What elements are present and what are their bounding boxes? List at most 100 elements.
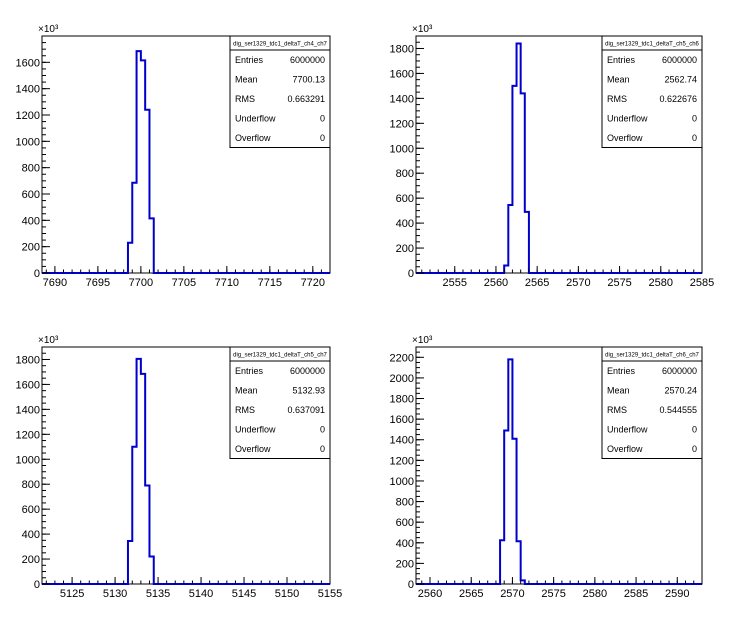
stats-box: dig_ser1329_tdc1_deltaT_ch4_ch7 Entries 60… xyxy=(229,35,331,148)
stats-label: Mean xyxy=(235,75,258,85)
stats-value: 0.637091 xyxy=(287,405,325,415)
y-tick-label: 200 xyxy=(22,242,40,254)
y-tick-label: 1200 xyxy=(390,118,414,130)
y-tick-label: 1600 xyxy=(390,68,414,80)
x-tick-label: 2565 xyxy=(525,277,549,289)
stats-label: Overflow xyxy=(235,133,271,143)
y-exponent-label: ×10³ xyxy=(412,335,433,346)
stats-label: RMS xyxy=(235,94,255,104)
stats-value: 7700.13 xyxy=(292,75,325,85)
stats-value: 0.663291 xyxy=(287,94,325,104)
stats-label: Underflow xyxy=(235,114,276,124)
x-tick-label: 2565 xyxy=(459,588,483,600)
stats-label: Overflow xyxy=(235,444,271,454)
x-tick-label: 2590 xyxy=(665,588,689,600)
stats-value: 0 xyxy=(320,114,325,124)
stats-label: Mean xyxy=(607,75,630,85)
y-tick-label: 1200 xyxy=(16,429,40,441)
y-tick-label: 1200 xyxy=(16,110,40,122)
y-tick-label: 800 xyxy=(396,168,414,180)
stats-label: Entries xyxy=(235,55,264,65)
x-tick-label: 7710 xyxy=(215,277,239,289)
histogram-panel-1: 7690 7695 7700 7705 7710 7715 7720 0 200 400 600 80… xyxy=(16,24,331,289)
stats-box-frame xyxy=(601,35,703,148)
histogram-panel-2: 2555 2560 2565 2570 2575 2580 2585 0 200 400 600 80… xyxy=(390,24,715,289)
x-tick-label: 2585 xyxy=(690,277,714,289)
y-tick-label: 200 xyxy=(396,558,414,570)
y-tick-label: 1800 xyxy=(16,354,40,366)
y-exponent-label: ×10³ xyxy=(38,335,59,346)
y-tick-label: 600 xyxy=(22,189,40,201)
y-tick-label: 1600 xyxy=(16,379,40,391)
y-tick-label: 400 xyxy=(22,215,40,227)
y-tick-label: 1800 xyxy=(390,394,414,406)
x-tick-label: 2570 xyxy=(566,277,590,289)
y-exponent-label: ×10³ xyxy=(38,24,59,35)
y-tick-label: 1000 xyxy=(16,136,40,148)
x-tick-label: 2575 xyxy=(541,588,565,600)
y-tick-label: 400 xyxy=(396,538,414,550)
x-tick-label: 5130 xyxy=(103,588,127,600)
y-tick-label: 1800 xyxy=(390,43,414,55)
stats-box: dig_ser1329_tdc1_deltaT_ch6_ch7 Entries 60… xyxy=(601,346,703,459)
stats-value: 2570.24 xyxy=(664,386,697,396)
stats-box-frame xyxy=(229,346,331,459)
y-tick-label: 1600 xyxy=(16,57,40,69)
x-tick-label: 2580 xyxy=(649,277,673,289)
y-tick-label: 2000 xyxy=(390,373,414,385)
stats-label: RMS xyxy=(607,94,627,104)
y-tick-label: 0 xyxy=(408,268,414,280)
y-tick-label: 200 xyxy=(22,554,40,566)
y-exponent-label: ×10³ xyxy=(412,24,433,35)
y-tick-label: 600 xyxy=(22,504,40,516)
histogram-title: dig_ser1329_tdc1_deltaT_ch6_ch7 xyxy=(605,353,699,359)
x-tick-label: 7705 xyxy=(172,277,196,289)
stats-label: Mean xyxy=(235,386,258,396)
y-tick-label: 600 xyxy=(396,193,414,205)
x-tick-label: 7695 xyxy=(86,277,110,289)
x-tick-label: 2555 xyxy=(442,277,466,289)
y-tick-label: 1000 xyxy=(16,454,40,466)
stats-value: 0.622676 xyxy=(659,94,697,104)
x-tick-label: 7700 xyxy=(129,277,153,289)
histogram-panel-4: 2560 2565 2570 2575 2580 2585 2590 0 200 400 600 80… xyxy=(390,335,703,600)
stats-label: Mean xyxy=(607,386,630,396)
y-tick-label: 400 xyxy=(22,529,40,541)
stats-value: 0 xyxy=(320,133,325,143)
x-tick-label: 7690 xyxy=(43,277,67,289)
stats-label: Overflow xyxy=(607,133,643,143)
stats-value: 2562.74 xyxy=(664,75,697,85)
y-tick-label: 2200 xyxy=(390,352,414,364)
y-tick-label: 1400 xyxy=(16,404,40,416)
x-tick-label: 5125 xyxy=(60,588,84,600)
y-tick-label: 1400 xyxy=(390,93,414,105)
stats-value: 6000000 xyxy=(290,366,325,376)
histogram-title: dig_ser1329_tdc1_deltaT_ch5_ch6 xyxy=(605,42,699,48)
x-tick-label: 2560 xyxy=(418,588,442,600)
stats-value: 6000000 xyxy=(662,366,697,376)
stats-value: 0 xyxy=(692,133,697,143)
y-tick-label: 1200 xyxy=(390,455,414,467)
stats-box: dig_ser1329_tdc1_deltaT_ch5_ch7 Entries 60… xyxy=(229,346,331,459)
x-tick-label: 5150 xyxy=(275,588,299,600)
x-tick-label: 5145 xyxy=(232,588,256,600)
histogram-line xyxy=(416,358,702,585)
y-tick-label: 0 xyxy=(34,579,40,591)
y-tick-label: 800 xyxy=(22,163,40,175)
stats-label: Entries xyxy=(607,366,636,376)
stats-box-frame xyxy=(601,346,703,459)
stats-label: RMS xyxy=(235,405,255,415)
stats-label: Underflow xyxy=(607,114,648,124)
histogram-line xyxy=(416,42,702,274)
stats-value: 0 xyxy=(320,444,325,454)
stats-value: 0 xyxy=(692,114,697,124)
histogram-line xyxy=(42,357,330,585)
x-tick-label: 2560 xyxy=(484,277,508,289)
x-tick-label: 7715 xyxy=(258,277,282,289)
histogram-panel-3: 5125 5130 5135 5140 5145 5150 5155 0 200 400 600 80… xyxy=(16,335,343,600)
y-tick-label: 0 xyxy=(408,579,414,591)
stats-label: RMS xyxy=(607,405,627,415)
stats-label: Entries xyxy=(235,366,264,376)
stats-value: 0.544555 xyxy=(659,405,697,415)
